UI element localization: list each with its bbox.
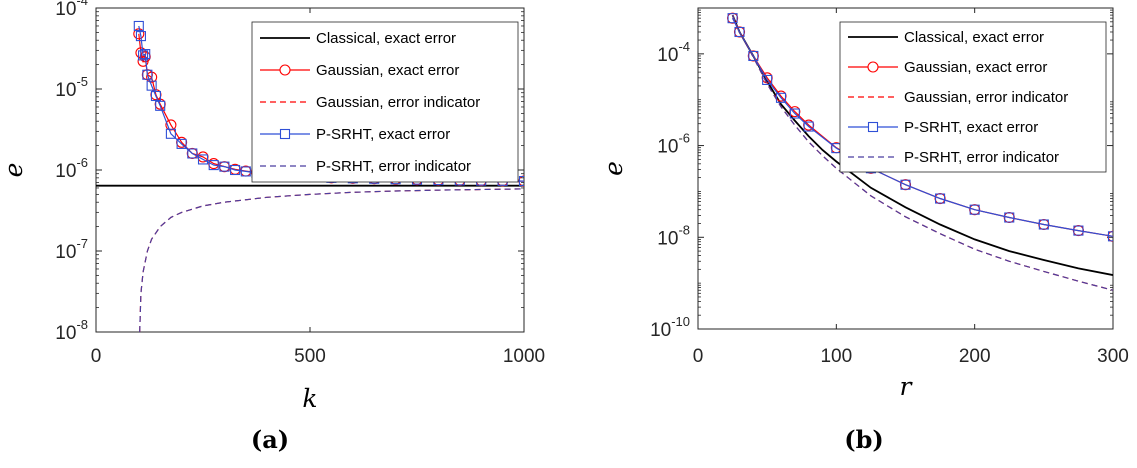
panel-a-ytick-exp: -8 [76,317,88,332]
panel-b-data-point-square [803,121,814,132]
panel-a-x-axis-label: k [302,384,317,413]
panel-b-legend-label: P-SRHT, error indicator [904,149,1059,166]
panel-b-xtick-label: 0 [693,346,704,367]
panel-b-ytick-base: 10 [657,228,678,249]
panel-a-data-point-square [208,160,219,171]
panel-a-y-axis-label: e [0,163,28,178]
panel-a-ytick-label: 10-5 [55,74,88,101]
panel-a-ytick-exp: -5 [76,74,88,89]
panel-b-data-point-square [775,92,787,103]
panel-b-ytick-label: 10-6 [657,131,690,158]
panel-a-data-point-square [155,100,166,111]
panel-a-data-point-square [135,31,146,42]
panel-a-ytick-exp: -4 [76,0,88,8]
panel-a-legend-box [251,21,519,183]
panel-a-xtick-label: 0 [91,346,102,367]
panel-a-ytick-exp: -7 [76,236,88,251]
panel-a-ytick-base: 10 [55,161,76,182]
panel-a-legend-label: Gaussian, error indicator [316,94,480,111]
panel-b-xtick-label: 200 [959,346,991,367]
panel-b-legend-label: Gaussian, error indicator [904,89,1068,106]
panel-a-data-point-square [187,148,198,159]
panel-a-data-point-square [142,69,153,80]
panel-b-legend: Classical, exact error Gaussian, exact er… [839,21,1107,173]
panel-a-ytick-base: 10 [55,0,76,20]
panel-a-data-point-square [518,176,524,187]
panel-a-ytick-label: 10-4 [55,0,88,20]
panel-b-legend-marker-circle [867,61,879,73]
panel-b-xtick-label: 300 [1097,346,1129,367]
panel-a-ytick-base: 10 [55,80,76,101]
panel-b-ytick-exp: -10 [671,314,690,329]
panel-b-data-point-square [969,204,980,215]
panel-a-legend-marker-square [279,128,291,140]
panel-a-ytick-base: 10 [55,323,76,344]
panel-a-xtick-label: 1000 [503,346,545,367]
panel-a-data-point-square [219,161,230,172]
panel-a-subfigure-label: (a) [251,425,289,454]
panel-a-data-point-square [230,164,241,176]
panel-b-data-point-square [762,74,773,85]
panel-b-data-point-square [1107,231,1113,242]
panel-b-xtick-label: 100 [820,346,852,367]
panel-a-ytick-label: 10-6 [55,155,88,182]
panel-a-ytick-label: 10-8 [55,317,88,344]
panel-b-data-point-square [748,50,759,62]
panel-b-y-axis-label: e [599,161,628,176]
panel-b-data-point-square [1073,225,1084,236]
panel-a-series-line [139,188,524,332]
panel-b-ytick-base: 10 [657,45,678,66]
panel-b-legend-label: P-SRHT, exact error [904,119,1038,136]
panel-a-legend-label: P-SRHT, exact error [316,126,450,143]
panel-b-ytick-exp: -6 [678,131,690,146]
panel-b-ytick-exp: -4 [678,39,690,54]
panel-b-data-point-square [1038,219,1049,230]
panel-a-data-point-square [197,154,209,165]
panel-b-data-point-square [900,179,911,190]
panel-b-legend-marker-square [867,121,879,133]
panel-a-data-point-square [140,49,151,60]
panel-b-ytick-label: 10-10 [650,314,690,341]
panel-a-xtick-label: 500 [294,346,326,367]
panel-b-ytick-label: 10-4 [657,39,690,66]
panel-b-data-point-square [734,26,745,38]
panel-b-data-point-square [1004,212,1015,223]
panel-a-data-point-square [146,80,157,91]
panel-a-data-point-square [165,128,176,139]
panel-b-x-axis-label: r [900,372,914,401]
panel-b-ytick-exp: -8 [678,222,690,237]
panel-a-ytick-base: 10 [55,242,76,263]
panel-b-subfigure-label: (b) [844,425,884,454]
panel-a-data-point-square [138,50,149,61]
panel-a-legend-label: Classical, exact error [316,30,456,47]
panel-a-data-point-square [150,90,161,102]
panel-a-legend-label: Gaussian, exact error [316,62,459,79]
panel-a-data-point-square [240,166,251,177]
panel-a-data-point-square [176,138,187,149]
panel-b-data-point-square [935,193,946,204]
panel-b-legend-label: Classical, exact error [904,29,1044,46]
panel-b-data-point-square [727,13,738,24]
panel-b-ytick-base: 10 [657,137,678,158]
panel-a-data-point-circle [165,119,177,131]
panel-b-ytick-label: 10-8 [657,222,690,249]
panel-b-data-point-square [789,108,800,119]
panel-b-legend-label: Gaussian, exact error [904,59,1047,76]
panel-a-data-point-square [133,20,144,32]
panel-a-legend: Classical, exact error Gaussian, exact er… [251,21,519,183]
panel-a-legend-marker-circle [279,64,291,76]
panel-b-ytick-base: 10 [650,320,671,341]
panel-a-legend-label: P-SRHT, error indicator [316,158,471,175]
panel-a-ytick-exp: -6 [76,155,88,170]
panel-a-ytick-label: 10-7 [55,236,88,263]
panel-b-legend-box [839,21,1107,173]
